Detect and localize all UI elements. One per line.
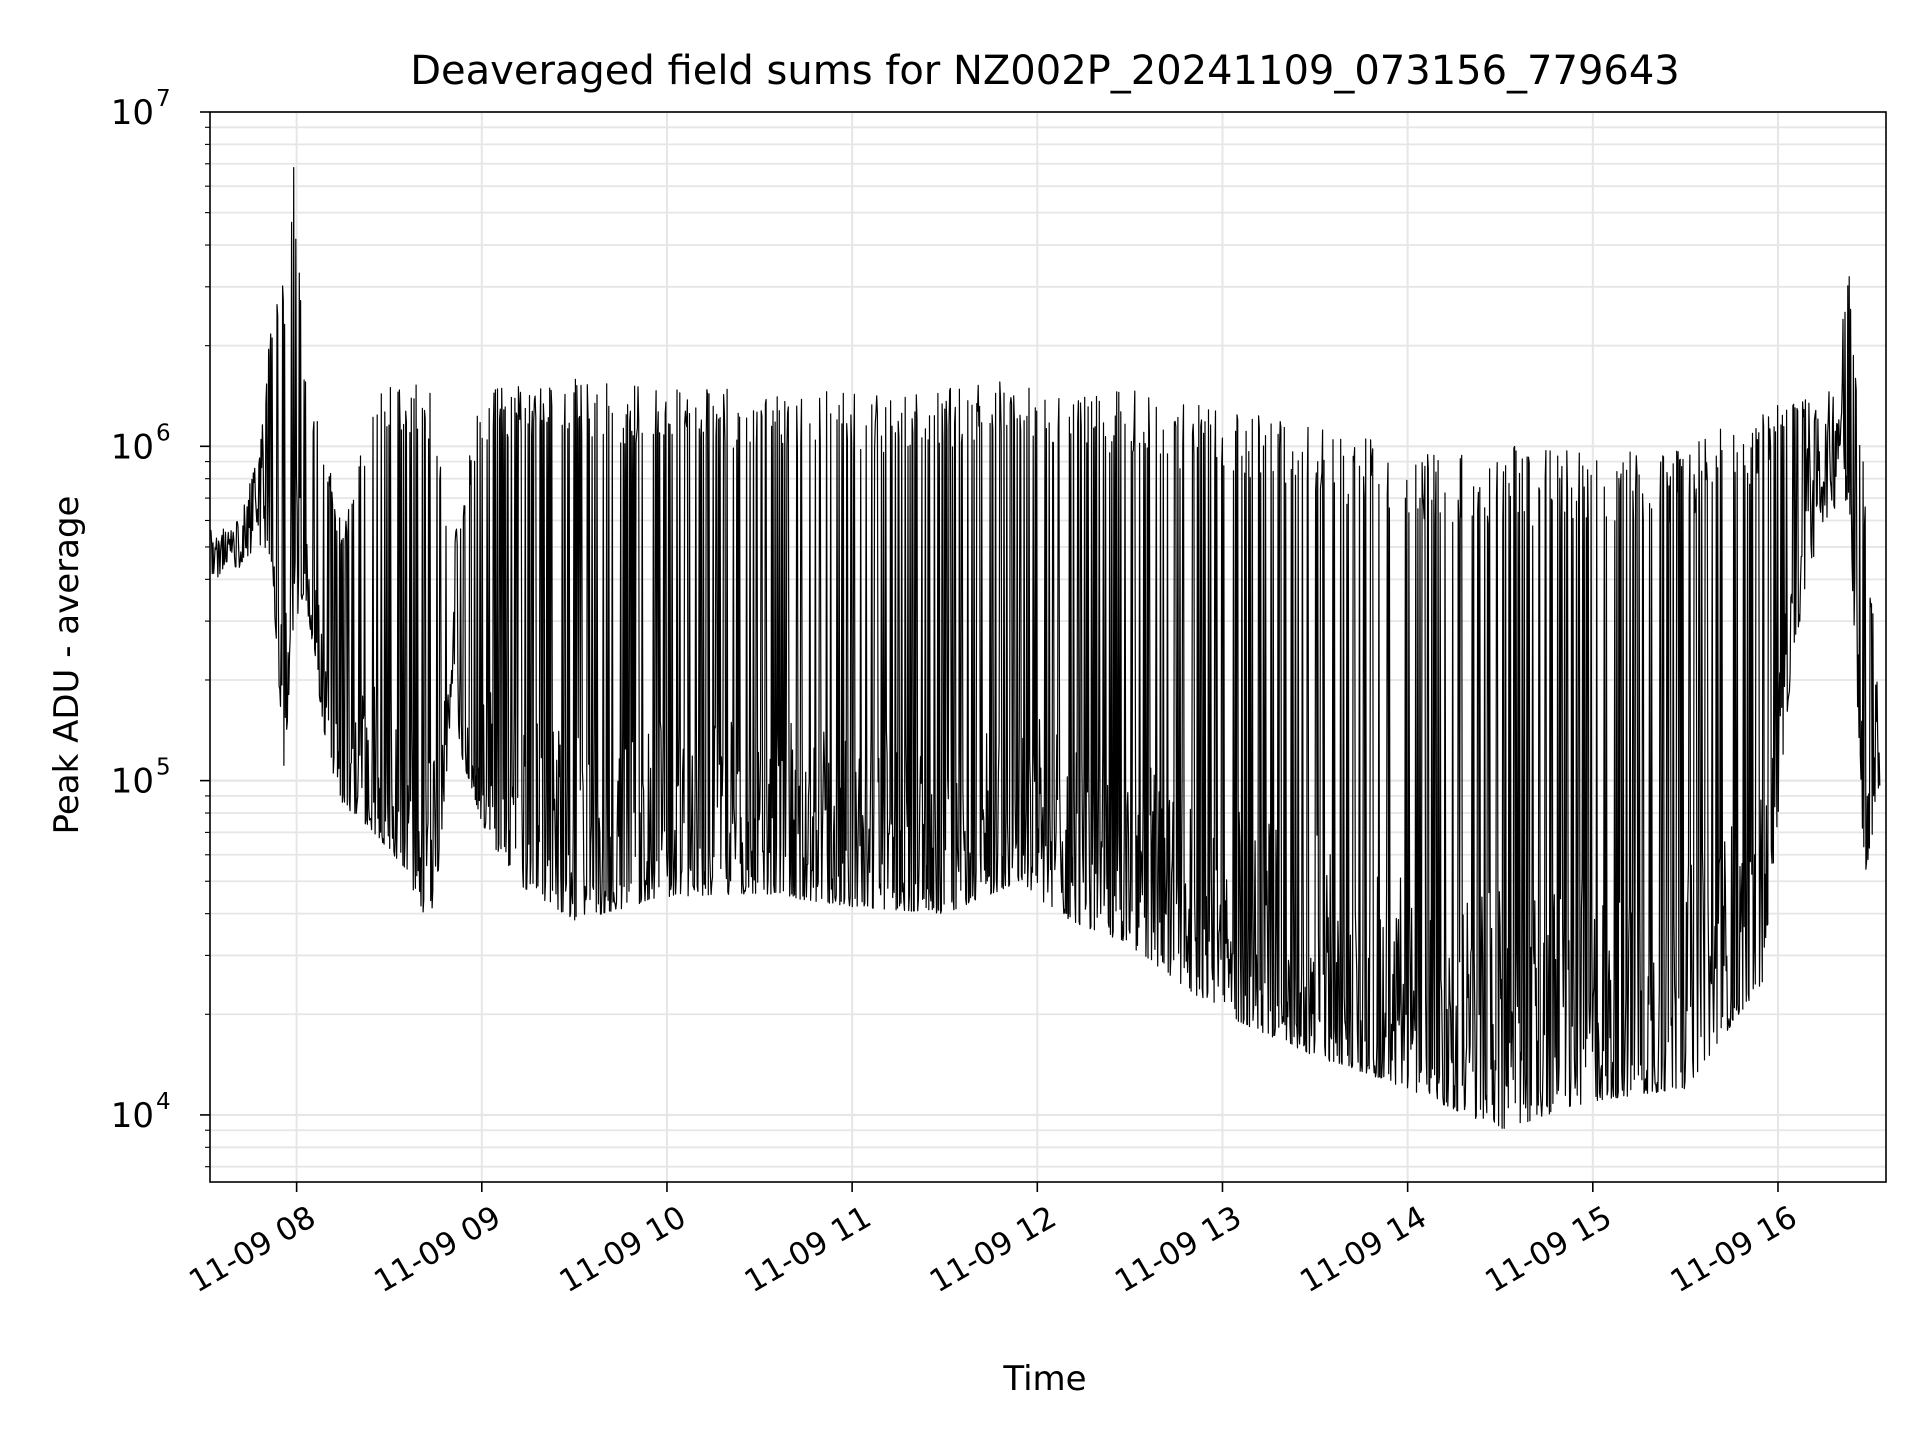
y-axis-label: Peak ADU - average: [47, 496, 87, 835]
y-tick-label: 10: [111, 762, 154, 802]
y-tick-exponent: 5: [156, 755, 171, 781]
chart-title: Deaveraged field sums for NZ002P_2024110…: [410, 48, 1680, 94]
x-axis-label: Time: [1002, 1359, 1086, 1399]
y-tick-exponent: 7: [156, 86, 171, 112]
plot-frame: [209, 111, 1887, 1183]
y-tick-exponent: 6: [156, 420, 171, 446]
y-tick-exponent: 4: [156, 1089, 171, 1115]
y-tick-label: 10: [111, 427, 154, 467]
y-tick-label: 10: [111, 93, 154, 133]
y-tick-label: 10: [111, 1096, 154, 1136]
series-line: [209, 167, 1881, 1129]
series-layer: [209, 167, 1881, 1129]
